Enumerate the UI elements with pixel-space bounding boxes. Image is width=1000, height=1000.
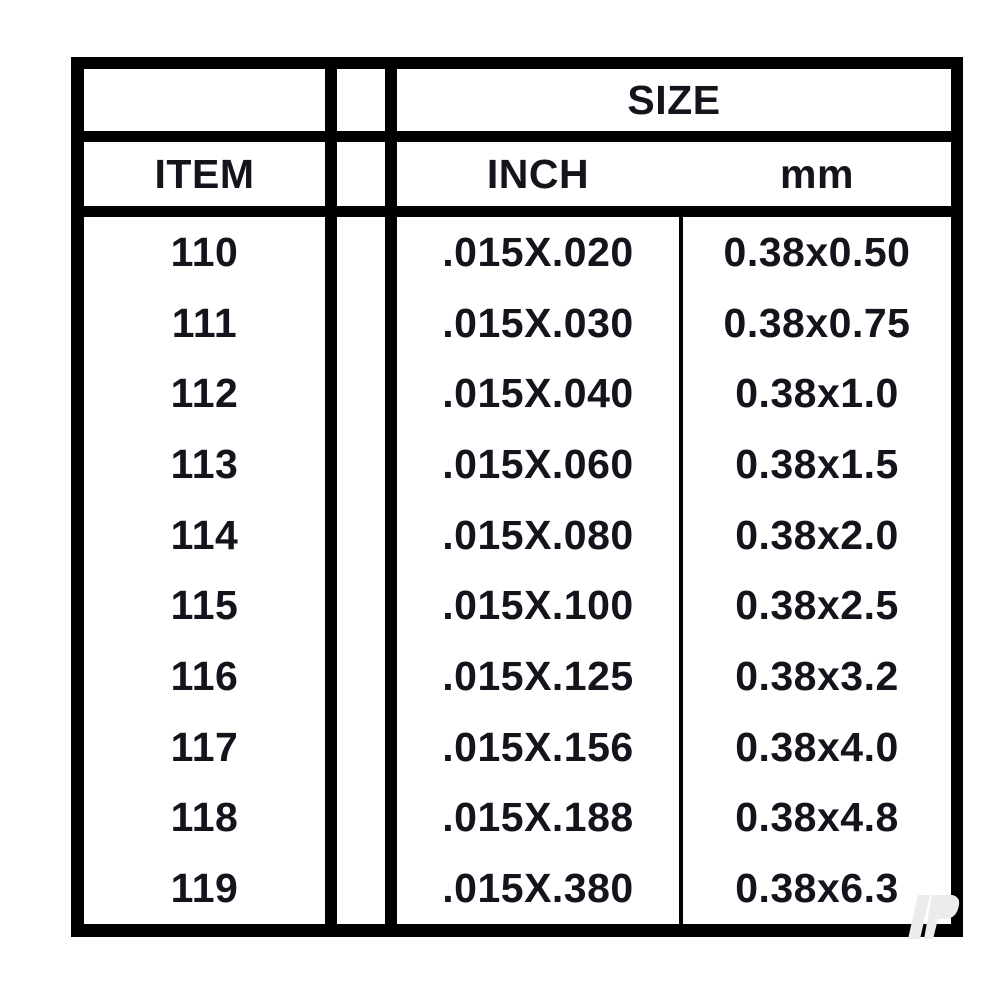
item-cell: 114 (170, 511, 239, 558)
inch-cell: .015X.156 (442, 723, 634, 770)
table-border-top (71, 57, 963, 69)
item-cell: 112 (170, 370, 239, 417)
mm-cell: 0.38x4.8 (735, 794, 899, 841)
inch-cell: .015X.080 (442, 511, 634, 558)
item-cell: 115 (170, 582, 239, 629)
item-cell: 119 (170, 865, 239, 912)
mm-cell: 0.38x0.50 (723, 228, 911, 275)
table-border-bottom (71, 924, 963, 937)
inch-cell: .015X.040 (442, 370, 634, 417)
mm-cell: 0.38x4.0 (735, 723, 899, 770)
table-border-right (951, 57, 963, 937)
item-cell: 117 (170, 723, 239, 770)
mm-cell: 0.38x2.0 (735, 511, 899, 558)
inch-cell: .015X.125 (442, 653, 634, 700)
item-cell: 111 (171, 299, 238, 346)
jp-logo-watermark-icon (908, 895, 960, 939)
inch-cell: .015X.030 (442, 299, 634, 346)
item-cell: 113 (170, 440, 239, 487)
item-cell: 110 (170, 228, 239, 275)
item-header: ITEM (154, 150, 255, 197)
mm-cell: 0.38x6.3 (735, 865, 899, 912)
item-cell: 116 (170, 653, 239, 700)
table-border-left (71, 57, 84, 937)
mm-cell: 0.38x3.2 (735, 653, 899, 700)
inch-mm-divider (679, 217, 683, 924)
inch-cell: .015X.020 (442, 228, 634, 275)
inch-cell: .015X.060 (442, 440, 634, 487)
column-divider-1 (325, 57, 337, 937)
mm-cell: 0.38x0.75 (723, 299, 911, 346)
column-divider-2 (385, 57, 397, 937)
inch-cell: .015X.188 (442, 794, 634, 841)
inch-cell: .015X.100 (442, 582, 634, 629)
size-header: SIZE (627, 76, 721, 123)
row-divider-1 (71, 131, 963, 142)
mm-cell: 0.38x2.5 (735, 582, 899, 629)
mm-header: mm (780, 150, 854, 197)
item-cell: 118 (170, 794, 239, 841)
mm-cell: 0.38x1.5 (735, 440, 899, 487)
inch-cell: .015X.380 (442, 865, 634, 912)
inch-header: INCH (486, 150, 590, 197)
row-divider-2 (71, 206, 963, 217)
mm-cell: 0.38x1.0 (735, 370, 899, 417)
